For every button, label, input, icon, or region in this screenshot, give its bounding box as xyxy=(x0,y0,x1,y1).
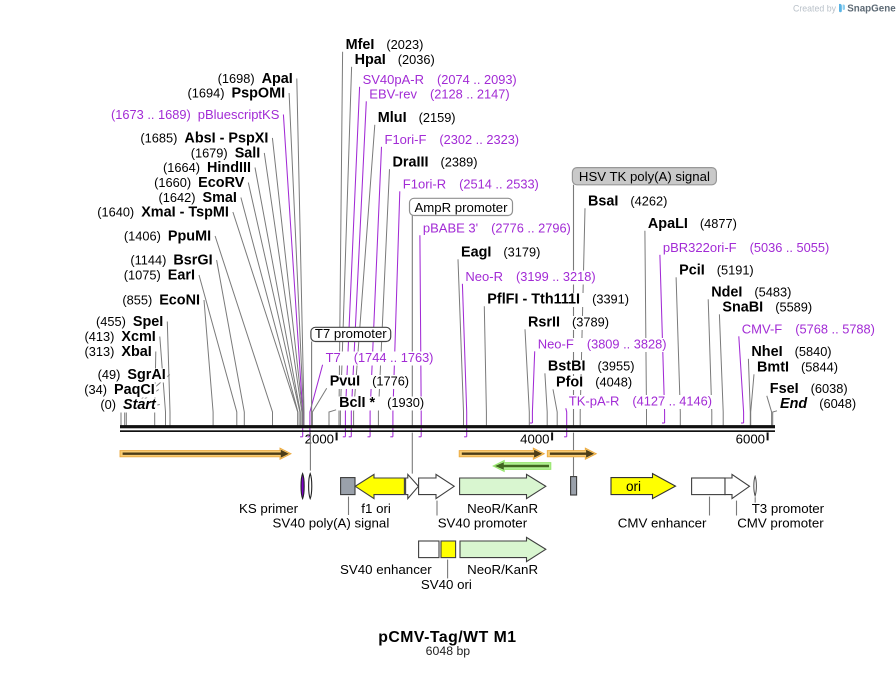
svg-text:pCMV-Tag/WT M1: pCMV-Tag/WT M1 xyxy=(378,629,516,646)
svg-text:F1ori-F(2302 .. 2323): F1ori-F (2302 .. 2323) xyxy=(385,132,520,147)
svg-text:T3 promoter: T3 promoter xyxy=(752,501,825,516)
svg-text:(1673 .. 1689)pBluescriptKS: (1673 .. 1689) pBluescriptKS xyxy=(111,107,280,122)
svg-text:KS primer: KS primer xyxy=(239,501,299,516)
svg-text:EBV-rev(2128 .. 2147): EBV-rev (2128 .. 2147) xyxy=(369,87,509,102)
svg-text:(413)XcmI: (413) XcmI xyxy=(85,329,156,345)
svg-text:Neo-F(3809 .. 3828): Neo-F (3809 .. 3828) xyxy=(538,337,667,352)
svg-text:CMV promoter: CMV promoter xyxy=(737,515,824,530)
svg-text:(1660)EcoRV: (1660) EcoRV xyxy=(154,175,245,191)
svg-text:SnapGene: SnapGene xyxy=(847,4,896,15)
svg-text:AmpR promoter: AmpR promoter xyxy=(414,200,508,215)
svg-text:(1664)HindIII: (1664) HindIII xyxy=(163,160,251,176)
svg-text:PflFI - Tth111I(3391): PflFI - Tth111I (3391) xyxy=(487,292,629,308)
svg-text:6048 bp: 6048 bp xyxy=(426,644,471,658)
svg-text:NeoR/KanR: NeoR/KanR xyxy=(467,501,538,516)
svg-text:(1698)ApaI: (1698) ApaI xyxy=(218,71,293,87)
svg-text:SV40 promoter: SV40 promoter xyxy=(438,515,528,530)
svg-text:SV40pA-R(2074 .. 2093): SV40pA-R (2074 .. 2093) xyxy=(363,72,517,87)
svg-text:6000: 6000 xyxy=(736,432,765,447)
svg-text:SV40 enhancer: SV40 enhancer xyxy=(340,562,432,577)
svg-text:NeoR/KanR: NeoR/KanR xyxy=(467,562,538,577)
svg-text:SV40 poly(A) signal: SV40 poly(A) signal xyxy=(273,515,390,530)
svg-text:(1406)PpuMI: (1406) PpuMI xyxy=(124,229,211,245)
svg-text:(34)PaqCI: (34) PaqCI xyxy=(84,382,155,398)
svg-text:(1694)PspOMI: (1694) PspOMI xyxy=(188,86,286,102)
svg-text:(855)EcoNI: (855) EcoNI xyxy=(122,293,200,309)
svg-text:F1ori-R(2514 .. 2533): F1ori-R (2514 .. 2533) xyxy=(403,177,539,192)
svg-text:(49)SgrAI: (49) SgrAI xyxy=(98,367,166,383)
svg-text:f1 ori: f1 ori xyxy=(361,501,391,516)
svg-text:SV40 ori: SV40 ori xyxy=(421,577,472,592)
svg-text:(1640)XmaI - TspMI: (1640) XmaI - TspMI xyxy=(97,205,229,221)
svg-text:(1685)AbsI - PspXI: (1685) AbsI - PspXI xyxy=(140,130,268,146)
svg-text:(0)Start: (0) Start xyxy=(100,397,157,413)
svg-text:Created by: Created by xyxy=(793,3,837,13)
svg-text:T7 promoter: T7 promoter xyxy=(315,326,387,341)
svg-text:(1144)BsrGI: (1144) BsrGI xyxy=(130,253,212,269)
svg-text:ori: ori xyxy=(626,479,641,494)
svg-text:pBABE 3'(2776 .. 2796): pBABE 3' (2776 .. 2796) xyxy=(423,221,571,236)
svg-text:(1679)SalI: (1679) SalI xyxy=(191,145,261,161)
svg-text:(1642)SmaI: (1642) SmaI xyxy=(158,190,236,206)
svg-text:(455)SpeI: (455) SpeI xyxy=(96,314,163,330)
svg-text:(313)XbaI: (313) XbaI xyxy=(85,344,152,360)
svg-text:(1075)EarI: (1075) EarI xyxy=(124,268,195,284)
svg-text:CMV-F(5768 .. 5788): CMV-F (5768 .. 5788) xyxy=(742,322,875,337)
svg-text:HSV TK poly(A) signal: HSV TK poly(A) signal xyxy=(579,169,710,184)
svg-text:TK-pA-R(4127 .. 4146): TK-pA-R (4127 .. 4146) xyxy=(569,394,712,409)
svg-text:4000: 4000 xyxy=(520,432,549,447)
svg-text:2000: 2000 xyxy=(305,432,334,447)
svg-text:Neo-R(3199 .. 3218): Neo-R (3199 .. 3218) xyxy=(465,269,595,284)
svg-text:CMV enhancer: CMV enhancer xyxy=(618,515,707,530)
svg-text:PciI(5191): PciI (5191) xyxy=(679,263,754,279)
